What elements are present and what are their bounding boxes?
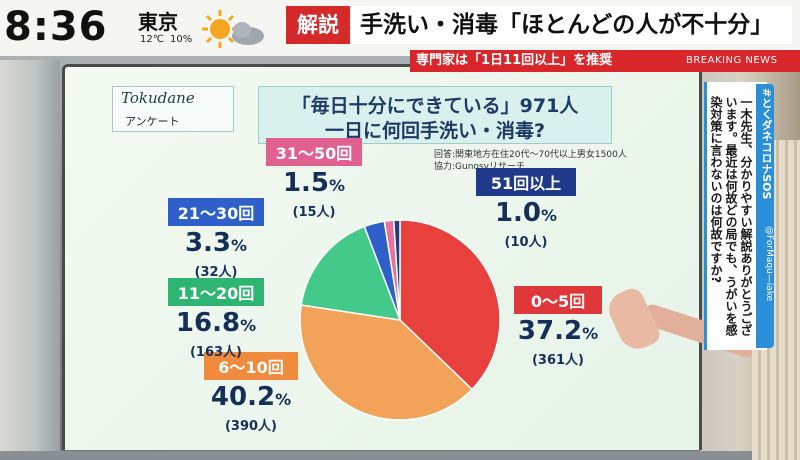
slice-label-6-10: 6〜10回 40.2% (390人) bbox=[204, 352, 298, 434]
slice-label-21-30: 21〜30回 3.3% (32人) bbox=[168, 198, 264, 280]
program-logo: Tokudane アンケート bbox=[112, 86, 234, 132]
logo-subtitle: アンケート bbox=[125, 115, 180, 128]
slice-label-31-50: 31〜50回 1.5% (15人) bbox=[266, 138, 362, 220]
survey-partner: 協力:Gunosyリサーチ bbox=[434, 162, 525, 172]
slice-count: (10人) bbox=[504, 235, 548, 250]
slice-count: (32人) bbox=[194, 265, 238, 280]
slice-count: (163人) bbox=[189, 345, 243, 360]
sun-cloud-icon bbox=[202, 10, 264, 48]
slice-percent: 40.2% bbox=[210, 382, 292, 412]
slice-count: (361人) bbox=[531, 353, 585, 368]
tweet-handle: @ForMaqu—iake bbox=[764, 226, 774, 302]
tweet-hashtag: #とくダネコロナSOS bbox=[760, 88, 773, 200]
slice-count: (390人) bbox=[224, 419, 278, 434]
headline: 手洗い・消毒「ほとんどの人が不十分」 bbox=[352, 6, 792, 44]
slice-percent: 3.3% bbox=[184, 228, 248, 258]
slice-percent: 37.2% bbox=[517, 316, 599, 346]
pie-slice-5 bbox=[392, 219, 401, 321]
studio-left-wall bbox=[0, 60, 60, 451]
survey-source: 回答:関東地方在住20代〜70代以上男女1500人 bbox=[434, 150, 627, 160]
logo-text: Tokudane bbox=[121, 89, 195, 107]
tweet-sidebar bbox=[756, 84, 774, 348]
slice-percent: 1.0% bbox=[494, 198, 558, 228]
weather-rain-chance: 10% bbox=[170, 34, 193, 45]
sub-headline: 専門家は「1日11回以上」を推奨 bbox=[416, 53, 613, 68]
clock: 8:36 bbox=[4, 4, 108, 50]
slice-range: 11〜20回 bbox=[168, 278, 264, 306]
sub-headline-bar bbox=[410, 50, 800, 72]
pie-slice-0 bbox=[399, 219, 501, 391]
pie-slice-1 bbox=[299, 304, 474, 421]
slice-label-51-plus: 51回以上 1.0% (10人) bbox=[476, 168, 576, 250]
slice-range: 0〜5回 bbox=[514, 286, 602, 314]
slice-percent: 1.5% bbox=[282, 168, 346, 198]
slice-range: 6〜10回 bbox=[204, 352, 298, 380]
slice-range: 21〜30回 bbox=[168, 198, 264, 226]
slice-range: 31〜50回 bbox=[266, 138, 362, 166]
tweet-text: 一木先生、分かりやすい解説ありがとうございます。最近は何故どの局でも、うがいを感… bbox=[709, 96, 753, 336]
slice-percent: 16.8% bbox=[175, 308, 257, 338]
question-line-2: 一日に何回手洗い・消毒? bbox=[324, 120, 546, 142]
slice-count: (15人) bbox=[292, 205, 336, 220]
slice-label-0-5: 0〜5回 37.2% (361人) bbox=[514, 286, 602, 368]
weather-temperature: 12℃ bbox=[140, 34, 164, 45]
breaking-news-label: BREAKING NEWS bbox=[686, 55, 778, 66]
pie-slice-2 bbox=[300, 225, 402, 321]
weather-city: 東京 bbox=[138, 10, 178, 34]
slice-label-11-20: 11〜20回 16.8% (163人) bbox=[168, 278, 264, 360]
question-box: 「毎日十分にできている」971人 一日に何回手洗い・消毒? bbox=[258, 86, 612, 144]
section-label: 解説 bbox=[286, 6, 350, 44]
question-line-1: 「毎日十分にできている」971人 bbox=[291, 95, 579, 117]
slice-range: 51回以上 bbox=[476, 168, 576, 196]
